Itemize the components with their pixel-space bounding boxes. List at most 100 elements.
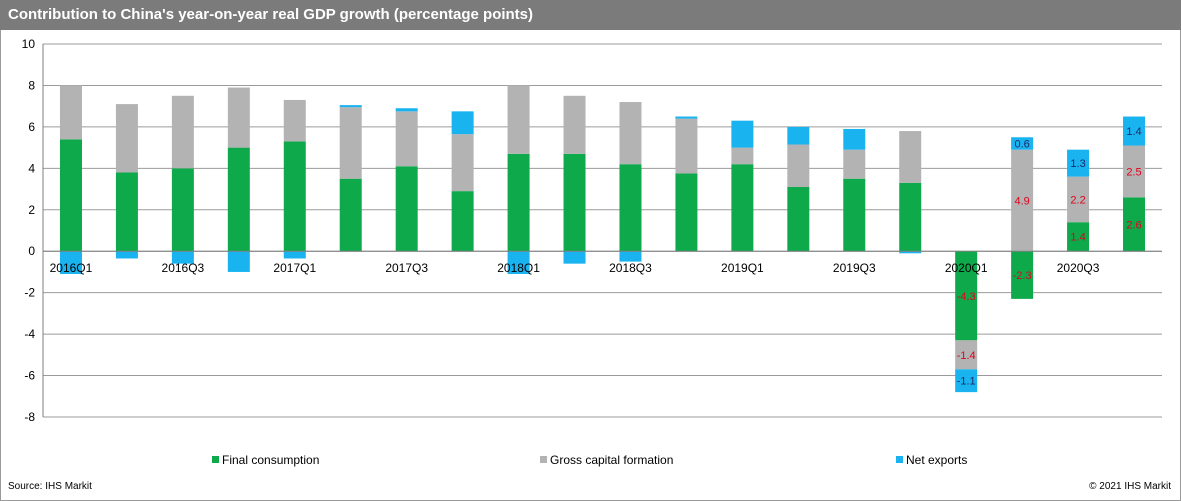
bar-net-exports bbox=[843, 128, 866, 150]
bar-gross-capital-formation bbox=[1067, 176, 1090, 223]
bar-gross-capital-formation bbox=[227, 87, 250, 148]
data-label: -1.1 bbox=[957, 376, 976, 388]
bar-gross-capital-formation bbox=[731, 147, 754, 165]
bar-net-exports bbox=[619, 251, 642, 262]
data-label: 1.4 bbox=[1126, 126, 1141, 138]
bar-final-consumption bbox=[731, 164, 754, 252]
bar-final-consumption bbox=[899, 182, 922, 252]
bar-gross-capital-formation bbox=[1123, 145, 1146, 198]
x-tick-label: 2019Q1 bbox=[721, 261, 764, 275]
chart-title: Contribution to China's year-on-year rea… bbox=[0, 0, 1181, 30]
bar-net-exports bbox=[451, 111, 474, 135]
data-label: -2.3 bbox=[1013, 270, 1032, 282]
x-tick-label: 2020Q3 bbox=[1057, 261, 1100, 275]
data-label: 1.4 bbox=[1070, 232, 1085, 244]
bar-final-consumption bbox=[843, 178, 866, 252]
data-label: 2.2 bbox=[1070, 194, 1085, 206]
x-tick-label: 2016Q1 bbox=[50, 261, 93, 275]
y-tick-label: 2 bbox=[28, 203, 35, 217]
bar-final-consumption bbox=[787, 186, 810, 252]
bar-net-exports bbox=[59, 251, 82, 275]
bar-final-consumption bbox=[59, 139, 82, 252]
x-tick-label: 2019Q3 bbox=[833, 261, 876, 275]
bar-gross-capital-formation bbox=[619, 102, 642, 165]
y-tick-label: -2 bbox=[24, 286, 35, 300]
bar-final-consumption bbox=[1011, 251, 1034, 299]
data-label: 0.6 bbox=[1014, 138, 1029, 150]
bar-final-consumption bbox=[1123, 197, 1146, 252]
bar-net-exports bbox=[339, 105, 362, 108]
y-tick-label: 4 bbox=[28, 161, 35, 175]
bar-net-exports bbox=[731, 120, 754, 148]
legend-label: Gross capital formation bbox=[550, 453, 673, 467]
bar-net-exports bbox=[955, 369, 978, 393]
legend-label: Net exports bbox=[906, 453, 967, 467]
y-tick-label: 6 bbox=[28, 120, 35, 134]
bar-gross-capital-formation bbox=[563, 95, 586, 154]
source-note: Source: IHS Markit bbox=[8, 481, 92, 492]
legend-swatch bbox=[212, 456, 219, 463]
data-label: 2.6 bbox=[1126, 219, 1141, 231]
x-tick-label: 2020Q1 bbox=[945, 261, 988, 275]
bar-gross-capital-formation bbox=[283, 99, 306, 142]
bar-final-consumption bbox=[619, 164, 642, 252]
legend-label: Final consumption bbox=[222, 453, 319, 467]
bar-final-consumption bbox=[675, 173, 698, 252]
bars bbox=[59, 85, 1146, 393]
data-label: 4.9 bbox=[1014, 195, 1029, 207]
bar-final-consumption bbox=[451, 191, 474, 252]
y-tick-label: -4 bbox=[24, 327, 35, 341]
data-label: 2.5 bbox=[1126, 166, 1141, 178]
data-label: -4.3 bbox=[957, 291, 976, 303]
bar-final-consumption bbox=[283, 141, 306, 252]
bar-final-consumption bbox=[115, 172, 138, 252]
bar-final-consumption bbox=[1067, 222, 1090, 252]
bar-net-exports bbox=[1011, 137, 1034, 150]
data-label: 1.3 bbox=[1070, 158, 1085, 170]
bar-net-exports bbox=[507, 251, 530, 275]
bar-net-exports bbox=[1067, 149, 1090, 177]
bar-final-consumption bbox=[395, 166, 418, 252]
bar-net-exports bbox=[563, 251, 586, 264]
bar-gross-capital-formation bbox=[395, 111, 418, 167]
bar-final-consumption bbox=[227, 147, 250, 252]
x-tick-label: 2018Q1 bbox=[497, 261, 540, 275]
bar-gross-capital-formation bbox=[171, 95, 194, 169]
bar-gross-capital-formation bbox=[451, 134, 474, 192]
bar-net-exports bbox=[899, 251, 922, 254]
bar-net-exports bbox=[675, 116, 698, 119]
bar-net-exports bbox=[283, 251, 306, 259]
bar-final-consumption bbox=[171, 168, 194, 252]
bar-gross-capital-formation bbox=[59, 85, 82, 140]
bar-gross-capital-formation bbox=[899, 131, 922, 183]
bar-final-consumption bbox=[339, 178, 362, 252]
x-tick-label: 2018Q3 bbox=[609, 261, 652, 275]
y-tick-label: 10 bbox=[22, 37, 36, 51]
bar-gross-capital-formation bbox=[115, 104, 138, 173]
bar-net-exports bbox=[115, 251, 138, 259]
y-tick-label: -8 bbox=[24, 410, 35, 424]
x-tick-label: 2017Q3 bbox=[385, 261, 428, 275]
y-tick-label: 8 bbox=[28, 78, 35, 92]
legend-swatch bbox=[540, 456, 547, 463]
bar-net-exports bbox=[395, 108, 418, 112]
x-tick-label: 2016Q3 bbox=[162, 261, 205, 275]
bar-gross-capital-formation bbox=[675, 118, 698, 174]
bar-gross-capital-formation bbox=[955, 340, 978, 370]
y-tick-label: 0 bbox=[28, 244, 35, 258]
y-tick-label: -6 bbox=[24, 369, 35, 383]
gridlines bbox=[43, 43, 1162, 418]
bar-gross-capital-formation bbox=[1011, 149, 1034, 252]
data-label: -1.4 bbox=[957, 350, 976, 362]
x-tick-label: 2017Q1 bbox=[273, 261, 316, 275]
bar-net-exports bbox=[787, 126, 810, 145]
legend-swatch bbox=[896, 456, 903, 463]
bar-final-consumption bbox=[507, 153, 530, 252]
bar-net-exports bbox=[227, 251, 250, 272]
bar-net-exports bbox=[1123, 116, 1146, 146]
bar-gross-capital-formation bbox=[507, 85, 530, 154]
bar-gross-capital-formation bbox=[787, 144, 810, 187]
bar-final-consumption bbox=[955, 251, 978, 341]
bar-gross-capital-formation bbox=[843, 149, 866, 179]
